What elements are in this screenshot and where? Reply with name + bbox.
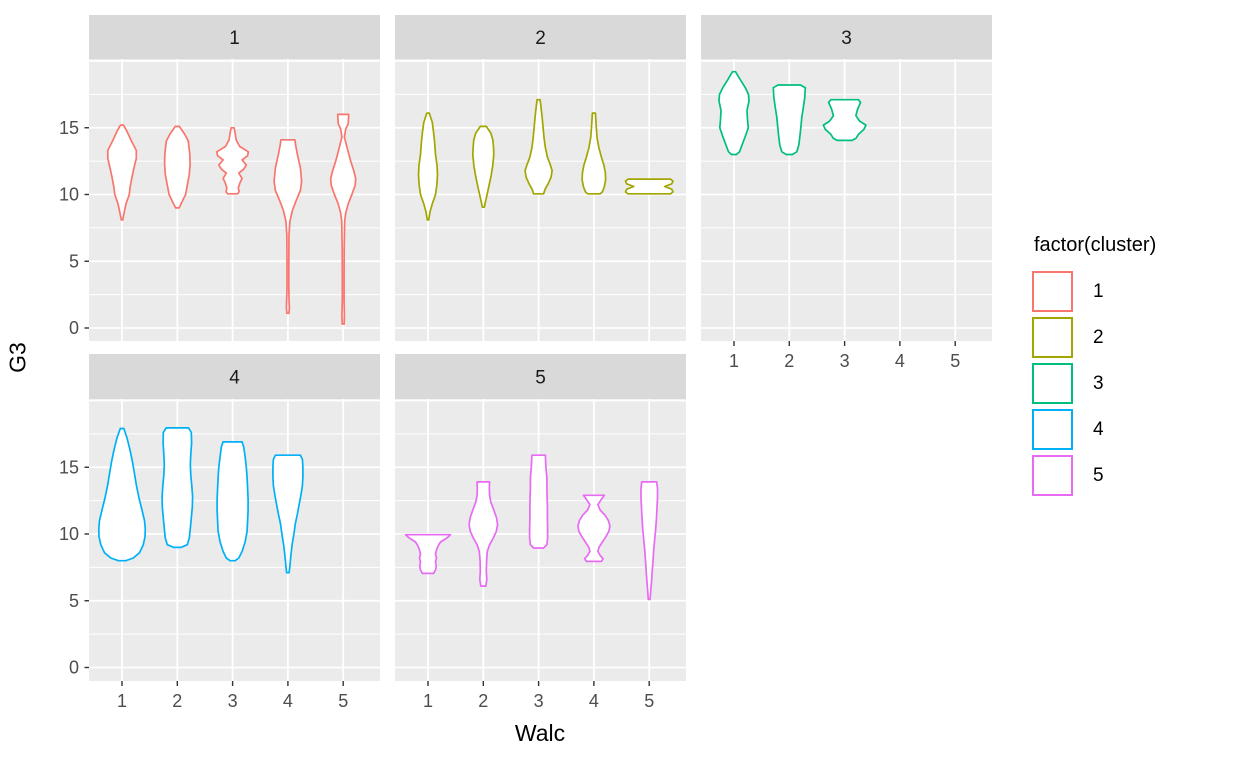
y-tick-label: 0 bbox=[69, 658, 79, 678]
facet-strip bbox=[395, 354, 686, 399]
legend-entries: 1 2 3 4 5 bbox=[1032, 271, 1242, 496]
facet-strip bbox=[701, 15, 992, 59]
violin-cluster2-walc2 bbox=[471, 125, 495, 209]
violin-cluster5-walc2 bbox=[468, 481, 499, 587]
violin-cluster2-walc3 bbox=[524, 98, 553, 195]
y-axis-title: G3 bbox=[4, 342, 31, 373]
x-tick-label: 5 bbox=[644, 691, 654, 711]
x-tick-label: 4 bbox=[283, 691, 293, 711]
violin-cluster2-walc4 bbox=[581, 112, 607, 195]
violin-cluster3-walc3 bbox=[822, 98, 867, 142]
panel-background bbox=[89, 59, 380, 341]
violin-cluster3-walc2 bbox=[772, 84, 807, 156]
legend-key-swatch bbox=[1032, 455, 1073, 496]
legend-entry-label: 3 bbox=[1093, 372, 1104, 394]
violin-cluster4-walc2 bbox=[161, 427, 194, 549]
x-axis-col1: 1 2 3 4 5 bbox=[117, 681, 348, 711]
violin-cluster4-walc1 bbox=[97, 427, 147, 562]
x-tick-label: 3 bbox=[228, 691, 238, 711]
legend-key-swatch bbox=[1032, 271, 1073, 312]
x-tick-label: 1 bbox=[117, 691, 127, 711]
legend-title: factor(cluster) bbox=[1034, 234, 1157, 256]
y-tick-label: 0 bbox=[69, 318, 79, 338]
legend-entry-label: 4 bbox=[1093, 418, 1104, 440]
facet-panel-3: 3 bbox=[701, 15, 992, 341]
facet-strip-label: 3 bbox=[841, 28, 852, 49]
violin-cluster1-walc3 bbox=[215, 126, 250, 195]
facet-panel-1: 1 bbox=[89, 15, 380, 341]
violin-cluster1-walc5 bbox=[329, 113, 357, 325]
y-tick-label: 10 bbox=[59, 524, 79, 544]
legend-entry-label: 5 bbox=[1093, 464, 1104, 486]
legend-key-swatch bbox=[1032, 363, 1073, 404]
facet-strip-label: 5 bbox=[535, 368, 546, 389]
facet-strip-label: 4 bbox=[229, 368, 240, 389]
facet-strip bbox=[89, 15, 380, 59]
violin-cluster4-walc3 bbox=[216, 441, 249, 562]
legend-key-swatch bbox=[1032, 317, 1073, 358]
legend-entry: 2 bbox=[1032, 317, 1242, 358]
y-axis-row2: 0 5 10 15 bbox=[59, 457, 89, 678]
facet-strip-label: 1 bbox=[229, 28, 240, 49]
x-tick-label: 5 bbox=[338, 691, 348, 711]
x-axis-col2: 1 2 3 4 5 bbox=[423, 681, 654, 711]
violin-cluster1-walc2 bbox=[163, 125, 191, 209]
facet-panel-5: 5 bbox=[395, 354, 686, 681]
violin-cluster2-walc1 bbox=[417, 112, 439, 221]
violin-cluster5-walc3 bbox=[528, 454, 549, 549]
x-tick-label: 2 bbox=[172, 691, 182, 711]
legend: factor(cluster) 1 2 3 4 5 bbox=[1032, 234, 1242, 501]
violin-cluster1-walc4 bbox=[273, 138, 303, 315]
x-tick-label: 5 bbox=[950, 351, 960, 371]
x-tick-label: 4 bbox=[895, 351, 905, 371]
x-tick-label: 3 bbox=[534, 691, 544, 711]
violin-cluster2-walc5 bbox=[624, 178, 674, 195]
facet-strip-label: 2 bbox=[535, 28, 546, 49]
legend-entry: 3 bbox=[1032, 363, 1242, 404]
x-axis-col3: 1 2 3 4 5 bbox=[729, 341, 960, 371]
legend-entry: 5 bbox=[1032, 455, 1242, 496]
y-tick-label: 15 bbox=[59, 457, 79, 477]
y-tick-label: 15 bbox=[59, 118, 79, 138]
violin-cluster1-walc1 bbox=[106, 124, 138, 221]
x-axis-title: Walc bbox=[514, 720, 566, 746]
legend-entry-label: 2 bbox=[1093, 326, 1104, 348]
legend-key-swatch bbox=[1032, 409, 1073, 450]
violin-cluster4-walc4 bbox=[272, 454, 304, 574]
x-tick-label: 3 bbox=[840, 351, 850, 371]
y-tick-label: 5 bbox=[69, 591, 79, 611]
legend-entry-label: 1 bbox=[1093, 280, 1104, 302]
x-tick-label: 1 bbox=[729, 351, 739, 371]
facet-strip bbox=[395, 15, 686, 59]
y-tick-label: 5 bbox=[69, 251, 79, 271]
facet-strip bbox=[89, 354, 380, 399]
legend-entry: 4 bbox=[1032, 409, 1242, 450]
y-axis-row1: 0 5 10 15 bbox=[59, 118, 89, 338]
facet-panel-4: 4 bbox=[89, 354, 380, 681]
violin-cluster5-walc1 bbox=[404, 533, 452, 575]
y-tick-label: 10 bbox=[59, 185, 79, 205]
violin-cluster3-walc1 bbox=[718, 70, 750, 156]
legend-entry: 1 bbox=[1032, 271, 1242, 312]
x-tick-label: 2 bbox=[478, 691, 488, 711]
violin-cluster5-walc4 bbox=[577, 494, 611, 563]
violin-cluster5-walc5 bbox=[640, 481, 659, 601]
x-tick-label: 1 bbox=[423, 691, 433, 711]
x-tick-label: 2 bbox=[784, 351, 794, 371]
facet-panel-2: 2 bbox=[395, 15, 686, 341]
x-tick-label: 4 bbox=[589, 691, 599, 711]
